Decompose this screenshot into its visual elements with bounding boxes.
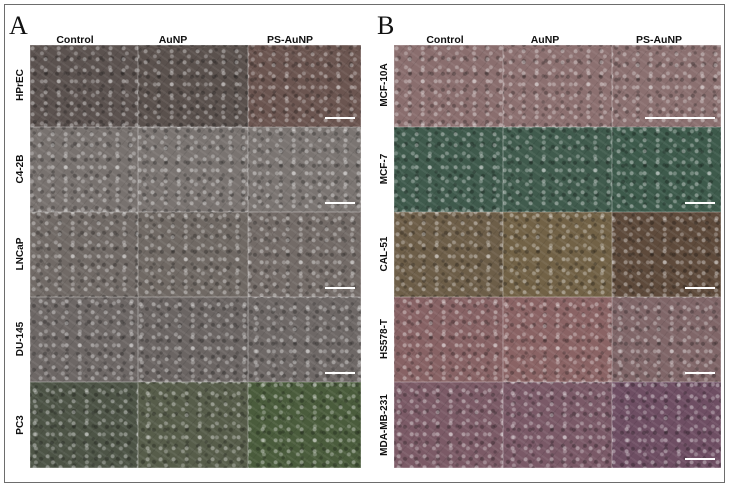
panel-b-micrograph-cal-51-aunp: [503, 212, 612, 297]
panel-a-micrograph-c4-2b-control: [30, 127, 138, 212]
panel-b-micrograph-mda-mb-231-aunp: [503, 382, 612, 468]
panel-b-micrograph-mda-mb-231-ps-aunp: [612, 382, 721, 468]
cell-texture: [30, 297, 138, 382]
cell-texture: [612, 212, 721, 297]
panel-a-micrograph-du-145-control: [30, 297, 138, 382]
panel-b-row-label-mda-mb-231: MDA-MB-231: [379, 394, 390, 456]
panel-b-row-label-mcf-7: MCF-7: [379, 153, 390, 185]
panel-a-micrograph-pc3-ps-aunp: [248, 382, 361, 468]
cell-texture: [248, 382, 361, 468]
cell-texture: [30, 127, 138, 212]
scale-bar: [325, 117, 355, 119]
panel-a-micrograph-pc3-aunp: [138, 382, 248, 468]
cell-texture: [612, 297, 721, 382]
scale-bar: [645, 117, 715, 119]
panel-a-row-label-du-145: DU-145: [15, 321, 26, 357]
figure-frame: A Control AuNP PS-AuNP HPrEC C4-2B LNCaP…: [4, 4, 725, 483]
cell-texture: [394, 297, 503, 382]
scale-bar: [325, 372, 355, 374]
panel-b-micrograph-mcf-10a-aunp: [503, 45, 612, 127]
scale-bar: [685, 202, 715, 204]
cell-texture: [503, 382, 612, 468]
cell-texture: [503, 297, 612, 382]
panel-b-image-grid: [394, 45, 721, 468]
scale-bar: [325, 202, 355, 204]
panel-b-micrograph-hs578-t-ps-aunp: [612, 297, 721, 382]
cell-texture: [612, 45, 721, 127]
cell-texture: [30, 382, 138, 468]
cell-texture: [138, 297, 248, 382]
scale-bar: [325, 287, 355, 289]
panel-b: B Control AuNP PS-AuNP MCF-10A MCF-7 CAL…: [365, 5, 726, 484]
panel-a-micrograph-hprec-aunp: [138, 45, 248, 127]
cell-texture: [394, 382, 503, 468]
cell-texture: [30, 212, 138, 297]
panel-b-micrograph-mda-mb-231-control: [394, 382, 503, 468]
panel-a-letter: A: [9, 11, 28, 40]
panel-b-col-control: Control: [426, 34, 464, 46]
panel-b-micrograph-mcf-7-aunp: [503, 127, 612, 212]
panel-b-micrograph-hs578-t-aunp: [503, 297, 612, 382]
panel-a: A Control AuNP PS-AuNP HPrEC C4-2B LNCaP…: [5, 5, 365, 484]
panel-a-row-label-pc3: PC3: [15, 415, 26, 435]
panel-b-micrograph-hs578-t-control: [394, 297, 503, 382]
panel-b-micrograph-mcf-10a-control: [394, 45, 503, 127]
panel-b-micrograph-mcf-7-ps-aunp: [612, 127, 721, 212]
panel-a-col-ps-aunp: PS-AuNP: [266, 34, 314, 46]
panel-a-micrograph-lncap-ps-aunp: [248, 212, 361, 297]
cell-texture: [138, 45, 248, 127]
cell-texture: [503, 45, 612, 127]
panel-a-micrograph-c4-2b-ps-aunp: [248, 127, 361, 212]
cell-texture: [138, 127, 248, 212]
panel-b-micrograph-cal-51-ps-aunp: [612, 212, 721, 297]
panel-a-row-label-lncap: LNCaP: [15, 237, 26, 271]
panel-b-col-ps-aunp: PS-AuNP: [635, 34, 683, 46]
cell-texture: [248, 45, 361, 127]
panel-b-micrograph-cal-51-control: [394, 212, 503, 297]
panel-b-letter: B: [377, 11, 395, 40]
scale-bar: [685, 458, 715, 460]
cell-texture: [394, 127, 503, 212]
cell-texture: [138, 212, 248, 297]
panel-a-micrograph-lncap-control: [30, 212, 138, 297]
cell-texture: [394, 212, 503, 297]
panel-a-micrograph-du-145-ps-aunp: [248, 297, 361, 382]
panel-b-col-aunp: AuNP: [530, 34, 560, 46]
scale-bar: [685, 372, 715, 374]
panel-a-image-grid: [30, 45, 361, 468]
cell-texture: [138, 382, 248, 468]
cell-texture: [612, 382, 721, 468]
panel-b-row-label-hs578-t: HS578-T: [379, 318, 390, 360]
panel-a-micrograph-du-145-aunp: [138, 297, 248, 382]
panel-b-row-label-cal-51: CAL-51: [379, 236, 390, 272]
cell-texture: [503, 127, 612, 212]
panel-b-micrograph-mcf-7-control: [394, 127, 503, 212]
cell-texture: [503, 212, 612, 297]
cell-texture: [30, 45, 138, 127]
panel-a-col-aunp: AuNP: [158, 34, 188, 46]
panel-a-micrograph-hprec-control: [30, 45, 138, 127]
cell-texture: [248, 127, 361, 212]
cell-texture: [394, 45, 503, 127]
panel-a-row-label-c4-2b: C4-2B: [15, 154, 26, 184]
panel-a-micrograph-pc3-control: [30, 382, 138, 468]
panel-a-row-label-hprec: HPrEC: [15, 69, 26, 101]
panel-a-micrograph-hprec-ps-aunp: [248, 45, 361, 127]
panel-b-row-label-mcf-10a: MCF-10A: [379, 63, 390, 107]
panel-b-micrograph-mcf-10a-ps-aunp: [612, 45, 721, 127]
panel-a-col-control: Control: [56, 34, 94, 46]
panel-a-micrograph-lncap-aunp: [138, 212, 248, 297]
cell-texture: [612, 127, 721, 212]
scale-bar: [685, 287, 715, 289]
cell-texture: [248, 212, 361, 297]
panel-a-micrograph-c4-2b-aunp: [138, 127, 248, 212]
cell-texture: [248, 297, 361, 382]
